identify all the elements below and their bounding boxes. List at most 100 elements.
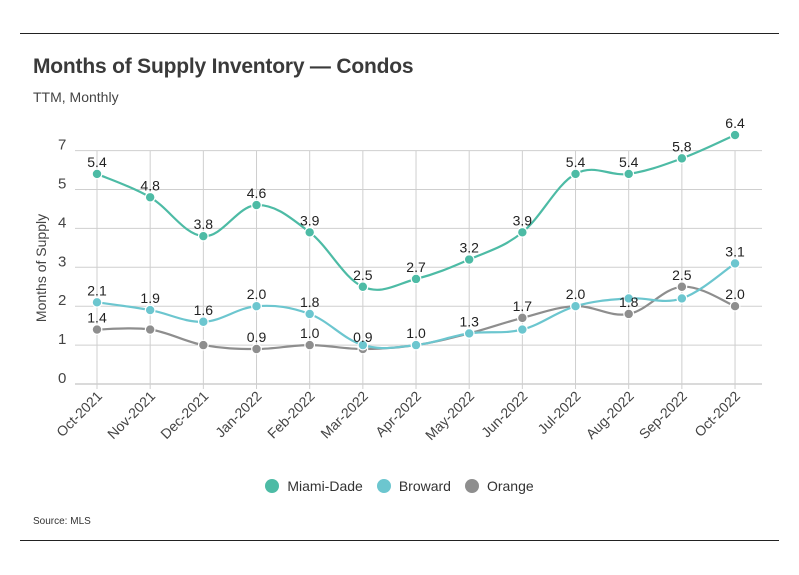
data-label-miami-dade: 3.2 (459, 240, 479, 256)
x-tick-label: Apr-2022 (372, 388, 424, 440)
data-point-miami-dade (463, 254, 475, 265)
bottom-rule (20, 540, 779, 541)
y-tick-label: 7 (58, 137, 66, 154)
x-tick-label: Jan-2022 (212, 388, 265, 441)
data-label-broward: 1.9 (140, 290, 160, 306)
data-point-orange (144, 324, 156, 335)
data-point-miami-dade (676, 152, 688, 164)
y-tick-label: 3 (58, 253, 66, 270)
data-point-miami-dade (729, 129, 741, 141)
data-label-miami-dade: 3.8 (194, 216, 214, 232)
data-label-broward: 1.6 (194, 302, 214, 318)
data-point-miami-dade (304, 226, 316, 238)
data-point-miami-dade (251, 199, 262, 211)
data-label-miami-dade: 4.8 (140, 177, 160, 193)
data-label-miami-dade: 6.4 (725, 115, 745, 131)
data-point-broward (144, 304, 156, 316)
data-point-broward (251, 300, 262, 312)
x-tick-label: Oct-2021 (53, 388, 105, 440)
data-point-orange (91, 324, 103, 335)
x-tick-label: Dec-2021 (157, 388, 211, 442)
data-point-orange (516, 312, 528, 324)
data-point-broward (570, 300, 581, 312)
legend-item-orange: Orange (464, 478, 534, 494)
y-axis-label: Months of Supply (33, 214, 49, 322)
data-label-orange: 0.9 (247, 329, 267, 345)
data-point-broward (197, 316, 209, 328)
data-label-orange: 1.0 (300, 325, 320, 341)
legend-item-broward: Broward (376, 478, 451, 494)
data-point-broward (729, 258, 741, 269)
data-point-miami-dade (197, 230, 209, 242)
y-tick-label: 4 (58, 214, 66, 231)
x-tick-label: Mar-2022 (317, 388, 371, 442)
data-label-broward: 2.1 (87, 282, 107, 298)
data-label-orange: 1.7 (513, 298, 533, 314)
data-point-orange (304, 339, 316, 351)
data-label-orange: 1.3 (459, 313, 479, 329)
data-label-broward: 2.0 (247, 286, 267, 302)
data-point-orange (251, 343, 262, 355)
x-tick-label: Aug-2022 (583, 388, 637, 442)
data-point-broward (304, 308, 316, 320)
x-tick-label: Oct-2022 (691, 388, 743, 440)
data-point-miami-dade (623, 168, 635, 180)
data-label-orange: 0.9 (353, 329, 373, 345)
data-label-miami-dade: 5.4 (87, 154, 107, 170)
y-tick-label: 2 (58, 292, 66, 309)
data-label-miami-dade: 5.4 (619, 154, 639, 170)
data-point-orange (729, 300, 741, 312)
data-point-miami-dade (91, 168, 103, 180)
data-label-miami-dade: 5.4 (566, 154, 586, 170)
x-tick-label: May-2022 (422, 388, 477, 443)
data-point-miami-dade (570, 168, 581, 180)
data-point-miami-dade (144, 191, 156, 203)
legend-marker-orange (464, 479, 479, 493)
data-label-miami-dade: 5.8 (672, 138, 692, 154)
data-label-miami-dade: 2.7 (406, 259, 426, 275)
y-tick-label: 1 (58, 331, 66, 348)
legend-label-broward: Broward (398, 478, 451, 494)
data-point-miami-dade (410, 273, 422, 285)
data-point-orange (197, 339, 209, 351)
legend-label-orange: Orange (486, 478, 534, 494)
x-tick-label: Nov-2021 (104, 388, 158, 442)
data-point-broward (463, 328, 475, 339)
data-point-broward (623, 293, 635, 304)
x-tick-label: Jul-2022 (534, 388, 583, 437)
data-label-broward: 3.1 (725, 243, 745, 259)
chart-subtitle: TTM, Monthly (33, 89, 119, 105)
x-tick-label: Feb-2022 (264, 388, 318, 442)
data-point-miami-dade (516, 226, 528, 238)
data-point-broward (676, 293, 688, 304)
x-tick-label: Sep-2022 (636, 388, 690, 442)
legend-label-miami-dade: Miami-Dade (287, 478, 363, 494)
top-rule (20, 33, 779, 34)
y-tick-label: 5 (58, 176, 66, 193)
data-point-broward (410, 339, 422, 351)
data-point-broward (516, 324, 528, 335)
chart-title: Months of Supply Inventory — Condos (33, 55, 414, 78)
data-point-miami-dade (357, 281, 369, 293)
data-label-miami-dade: 4.6 (247, 185, 267, 201)
data-label-miami-dade: 2.5 (353, 267, 373, 283)
data-label-miami-dade: 3.9 (513, 212, 533, 228)
data-point-orange (676, 281, 688, 293)
data-label-orange: 1.4 (87, 310, 107, 326)
data-label-broward: 1.8 (300, 294, 320, 310)
data-label-orange: 2.0 (725, 286, 745, 302)
legend-item-miami-dade: Miami-Dade (265, 478, 363, 494)
x-tick-label: Jun-2022 (478, 388, 531, 441)
y-tick-label: 0 (58, 370, 66, 387)
data-label-orange: 1.0 (406, 325, 426, 341)
data-point-broward (357, 339, 369, 351)
data-point-orange (623, 308, 635, 320)
data-label-orange: 2.5 (672, 267, 692, 283)
legend-marker-broward (376, 479, 391, 493)
data-label-miami-dade: 3.9 (300, 212, 320, 228)
data-point-broward (91, 296, 103, 308)
data-label-orange: 1.8 (619, 294, 639, 310)
legend-marker-miami-dade (265, 479, 280, 493)
data-label-orange: 2.0 (566, 286, 586, 302)
